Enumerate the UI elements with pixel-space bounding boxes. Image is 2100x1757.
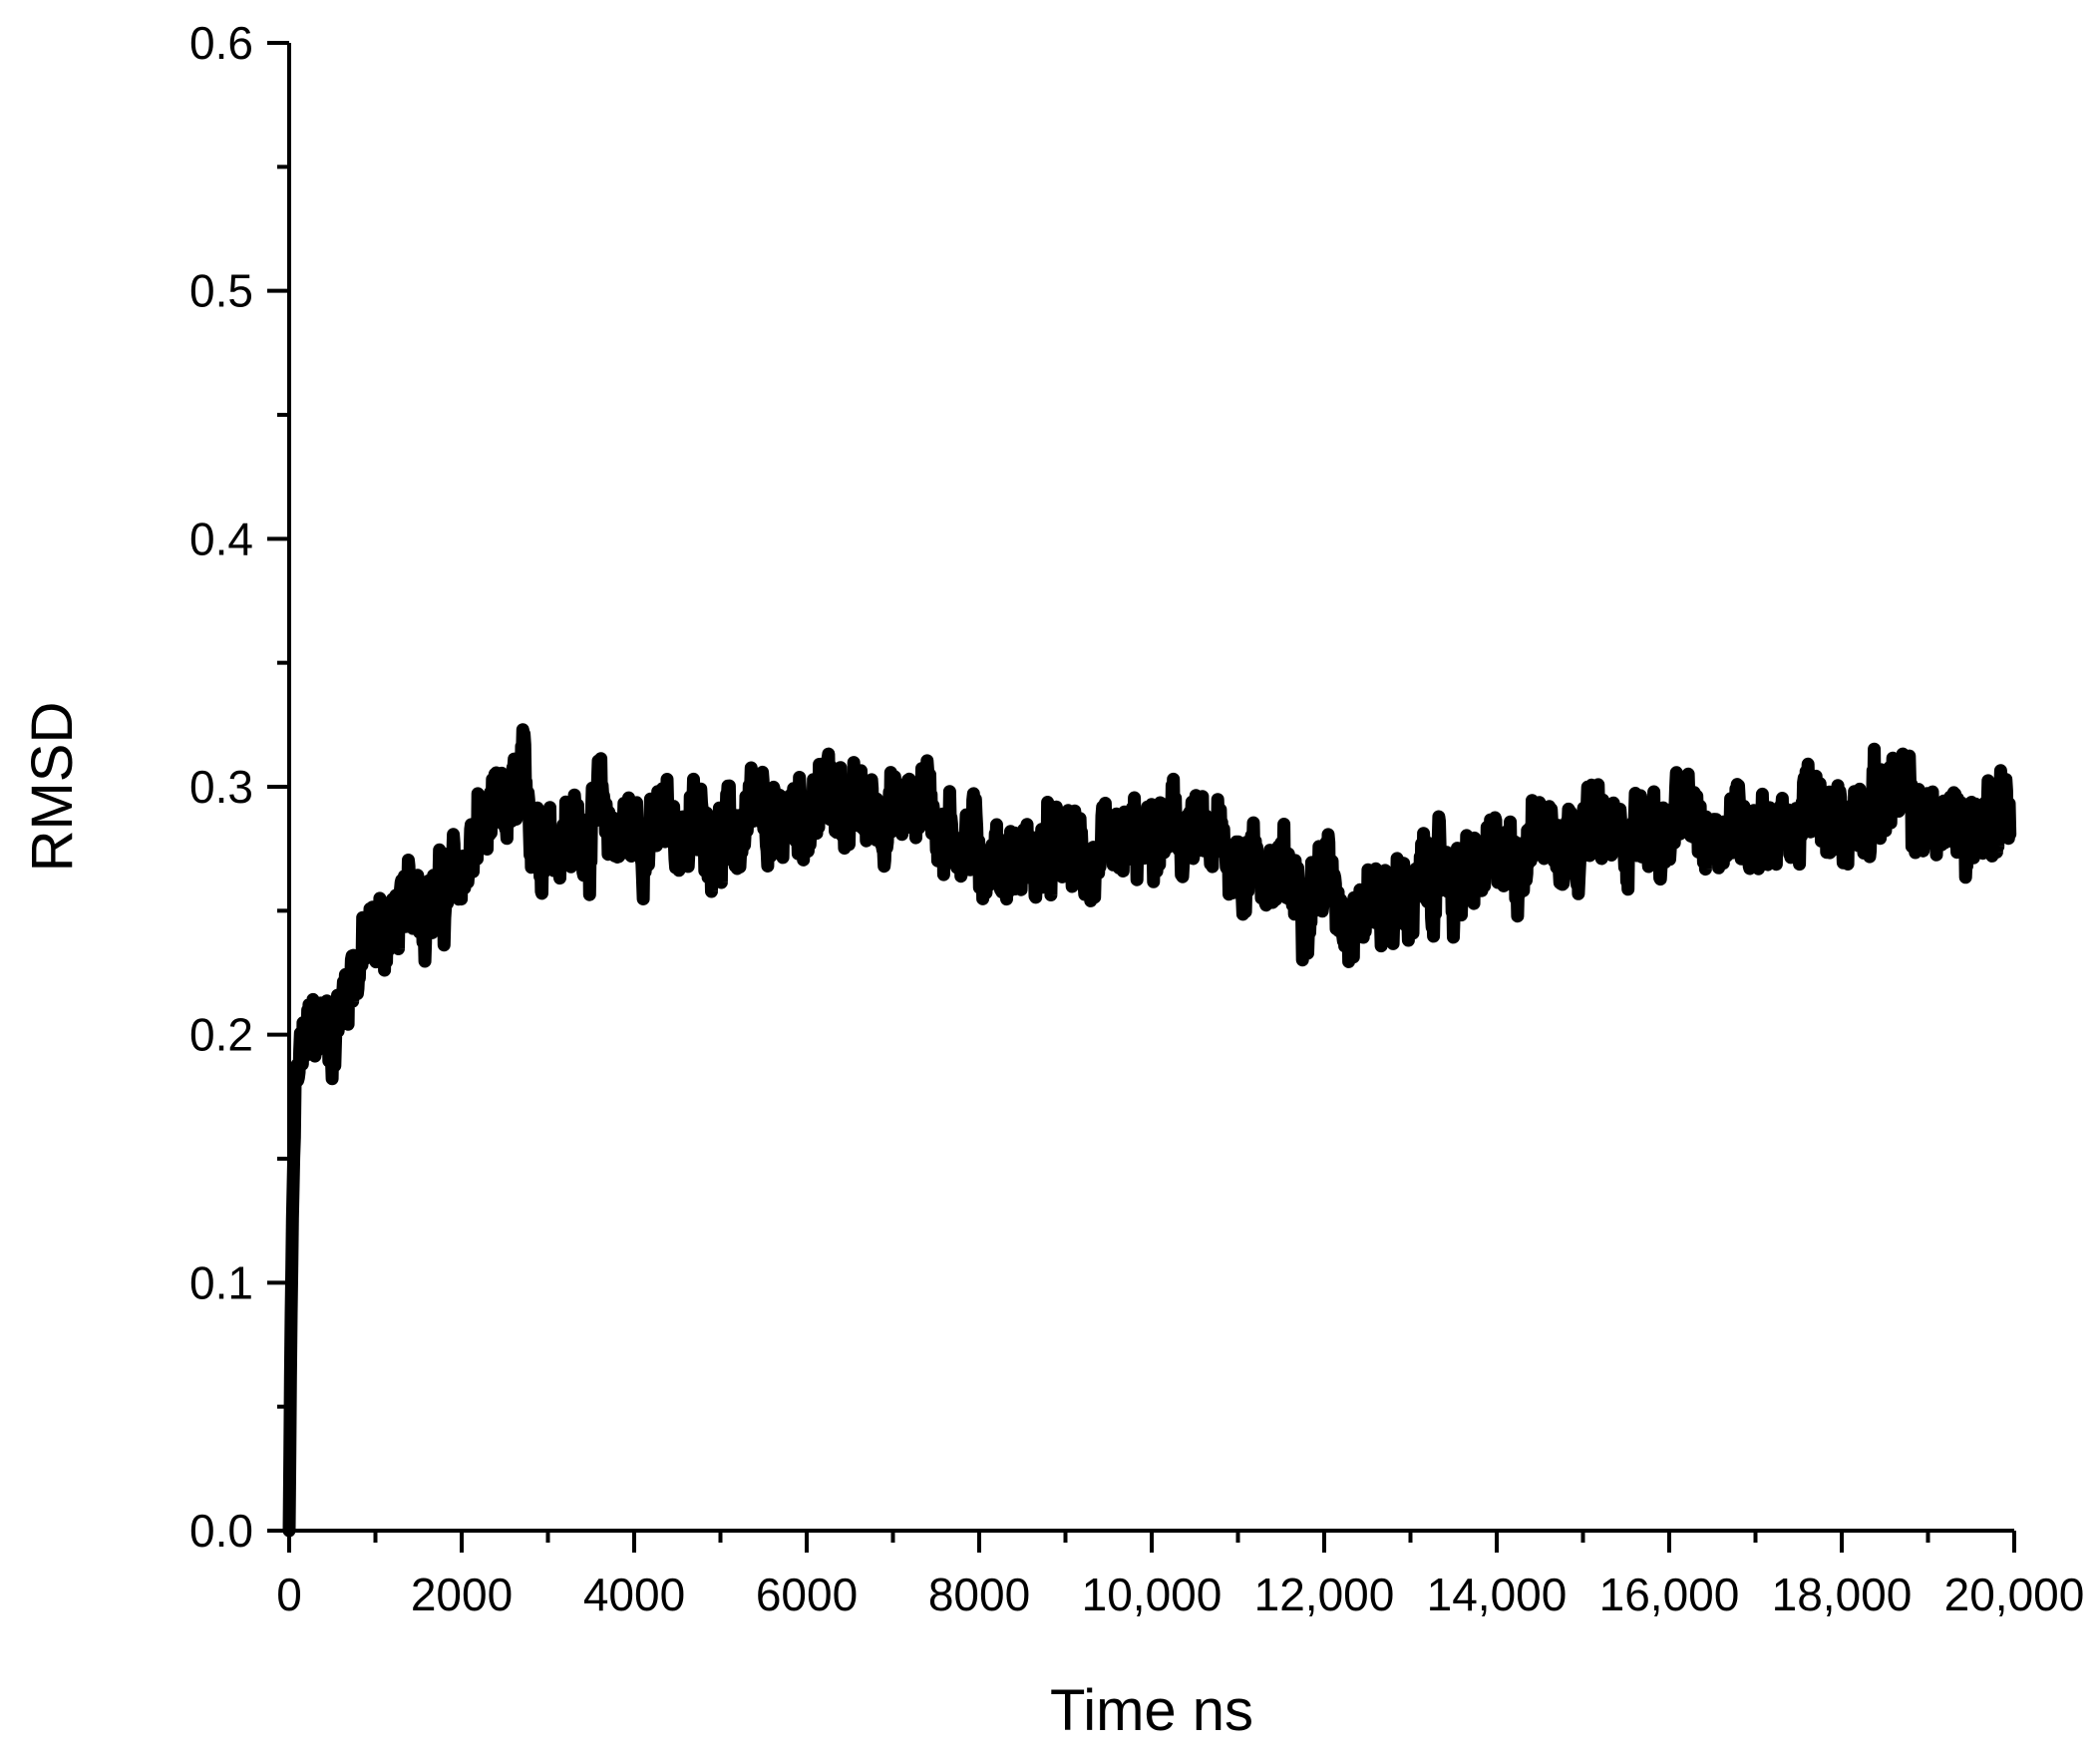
x-tick-label: 6000 [756, 1569, 858, 1620]
x-tick-label: 12,000 [1254, 1569, 1395, 1620]
x-tick-label: 18,000 [1772, 1569, 1913, 1620]
y-tick-label: 0.6 [189, 17, 253, 69]
x-tick-label: 16,000 [1599, 1569, 1740, 1620]
x-tick-label: 20,000 [1944, 1569, 2085, 1620]
plot-area [282, 723, 2017, 1538]
y-tick-label: 0.4 [189, 513, 253, 564]
y-tick-label: 0.0 [189, 1505, 253, 1557]
y-tick-label: 0.5 [189, 265, 253, 317]
y-axis-ticks: 0.0 0.1 0.2 0.3 0.4 0.5 0.6 [189, 17, 289, 1557]
x-tick-label: 0 [276, 1569, 302, 1620]
y-tick-label: 0.3 [189, 761, 253, 813]
rmsd-series-line [282, 723, 2017, 1538]
x-tick-label: 2000 [411, 1569, 513, 1620]
x-axis-ticks: 0 2000 4000 6000 8000 10,000 12,000 14,000 16,00… [276, 1531, 2084, 1620]
x-tick-label: 10,000 [1082, 1569, 1223, 1620]
x-axis-title: Time ns [1050, 1678, 1253, 1743]
y-tick-label: 0.1 [189, 1256, 253, 1308]
x-tick-label: 8000 [928, 1569, 1030, 1620]
x-tick-label: 4000 [583, 1569, 685, 1620]
x-tick-label: 14,000 [1427, 1569, 1568, 1620]
y-tick-label: 0.2 [189, 1009, 253, 1061]
y-axis-title: RMSD [20, 702, 85, 873]
